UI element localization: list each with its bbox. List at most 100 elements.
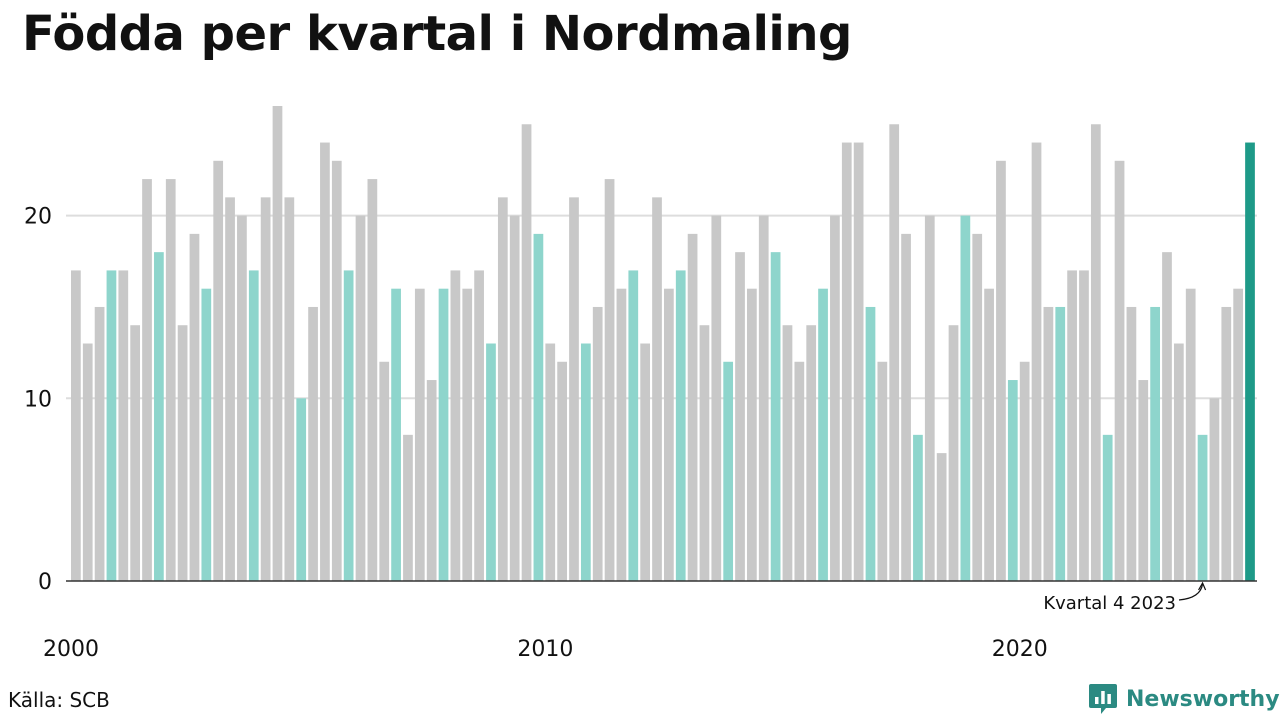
- bar[interactable]: [735, 252, 745, 581]
- bar[interactable]: [426, 380, 437, 581]
- bar[interactable]: [628, 270, 639, 581]
- bar[interactable]: [640, 343, 651, 582]
- bar[interactable]: [806, 325, 817, 581]
- bar[interactable]: [474, 270, 484, 581]
- bar[interactable]: [913, 434, 923, 581]
- bar[interactable]: [747, 288, 757, 581]
- bar[interactable]: [272, 106, 283, 581]
- bar[interactable]: [984, 288, 994, 581]
- bar[interactable]: [1031, 142, 1042, 582]
- bar[interactable]: [924, 215, 935, 581]
- bar[interactable]: [818, 288, 828, 581]
- bar[interactable]: [1067, 270, 1077, 581]
- bar[interactable]: [1126, 306, 1137, 581]
- bar[interactable]: [1138, 380, 1149, 581]
- bar[interactable]: [1150, 306, 1160, 581]
- bar[interactable]: [794, 361, 805, 581]
- bar[interactable]: [1114, 160, 1125, 581]
- bar[interactable]: [675, 270, 686, 581]
- bar[interactable]: [331, 160, 342, 581]
- bar[interactable]: [213, 160, 224, 581]
- bar[interactable]: [1162, 252, 1172, 581]
- bar[interactable]: [901, 233, 911, 581]
- bar[interactable]: [1173, 343, 1184, 582]
- bar[interactable]: [580, 343, 591, 582]
- bar[interactable]: [723, 361, 734, 581]
- bar[interactable]: [308, 306, 318, 581]
- bar[interactable]: [142, 179, 152, 581]
- bar[interactable]: [391, 288, 401, 581]
- bar[interactable]: [1055, 306, 1066, 581]
- bar[interactable]: [865, 306, 876, 581]
- bar[interactable]: [165, 179, 176, 581]
- bar[interactable]: [355, 215, 366, 581]
- bar[interactable]: [189, 233, 200, 581]
- bar[interactable]: [557, 361, 567, 581]
- bar[interactable]: [296, 398, 307, 581]
- bar[interactable]: [972, 233, 983, 581]
- bar[interactable]: [604, 179, 615, 581]
- bar[interactable]: [1079, 270, 1089, 581]
- bar[interactable]: [438, 288, 449, 581]
- bar[interactable]: [1245, 142, 1255, 582]
- bar[interactable]: [284, 197, 295, 581]
- bar[interactable]: [711, 215, 722, 581]
- bar[interactable]: [652, 197, 662, 581]
- bar[interactable]: [1090, 124, 1101, 582]
- bar[interactable]: [592, 306, 603, 581]
- bar[interactable]: [889, 124, 900, 582]
- bar[interactable]: [1221, 306, 1232, 581]
- bar[interactable]: [1007, 380, 1018, 581]
- bar[interactable]: [403, 434, 413, 581]
- bar[interactable]: [699, 325, 710, 581]
- bar[interactable]: [367, 179, 378, 581]
- bar[interactable]: [936, 453, 947, 581]
- bar[interactable]: [569, 197, 579, 581]
- bar[interactable]: [877, 361, 888, 581]
- bar[interactable]: [545, 343, 556, 582]
- bar[interactable]: [1019, 361, 1030, 581]
- bar[interactable]: [616, 288, 627, 581]
- bar[interactable]: [94, 306, 105, 581]
- bar[interactable]: [177, 325, 188, 581]
- bar[interactable]: [1197, 434, 1208, 581]
- bar[interactable]: [486, 343, 496, 582]
- bar[interactable]: [260, 197, 271, 581]
- bar[interactable]: [830, 215, 840, 581]
- bar[interactable]: [462, 288, 473, 581]
- bar[interactable]: [841, 142, 852, 582]
- bar[interactable]: [201, 288, 212, 581]
- bar[interactable]: [248, 270, 259, 581]
- bar[interactable]: [1209, 398, 1220, 581]
- bar[interactable]: [853, 142, 864, 582]
- bar[interactable]: [664, 288, 674, 581]
- bar[interactable]: [130, 325, 141, 581]
- bar[interactable]: [521, 124, 532, 582]
- bar[interactable]: [237, 215, 247, 581]
- bar[interactable]: [996, 160, 1006, 581]
- bar[interactable]: [770, 252, 781, 581]
- bar[interactable]: [533, 233, 544, 581]
- bar[interactable]: [960, 215, 971, 581]
- bar[interactable]: [509, 215, 520, 581]
- bar[interactable]: [379, 361, 390, 581]
- bar[interactable]: [687, 233, 698, 581]
- bar[interactable]: [106, 270, 117, 581]
- bar[interactable]: [320, 142, 330, 582]
- bar[interactable]: [1185, 288, 1196, 581]
- bar[interactable]: [343, 270, 354, 581]
- bar[interactable]: [758, 215, 769, 581]
- bar[interactable]: [782, 325, 793, 581]
- bar[interactable]: [154, 252, 164, 581]
- brand-logo[interactable]: Newsworthy: [1088, 682, 1280, 716]
- bar[interactable]: [948, 325, 959, 581]
- bar[interactable]: [1233, 288, 1244, 581]
- bar[interactable]: [497, 197, 508, 581]
- bar[interactable]: [414, 288, 425, 581]
- bar[interactable]: [225, 197, 235, 581]
- bar[interactable]: [1102, 434, 1113, 581]
- bar[interactable]: [1043, 306, 1054, 581]
- bar[interactable]: [82, 343, 93, 582]
- bar[interactable]: [71, 270, 81, 581]
- bar[interactable]: [118, 270, 129, 581]
